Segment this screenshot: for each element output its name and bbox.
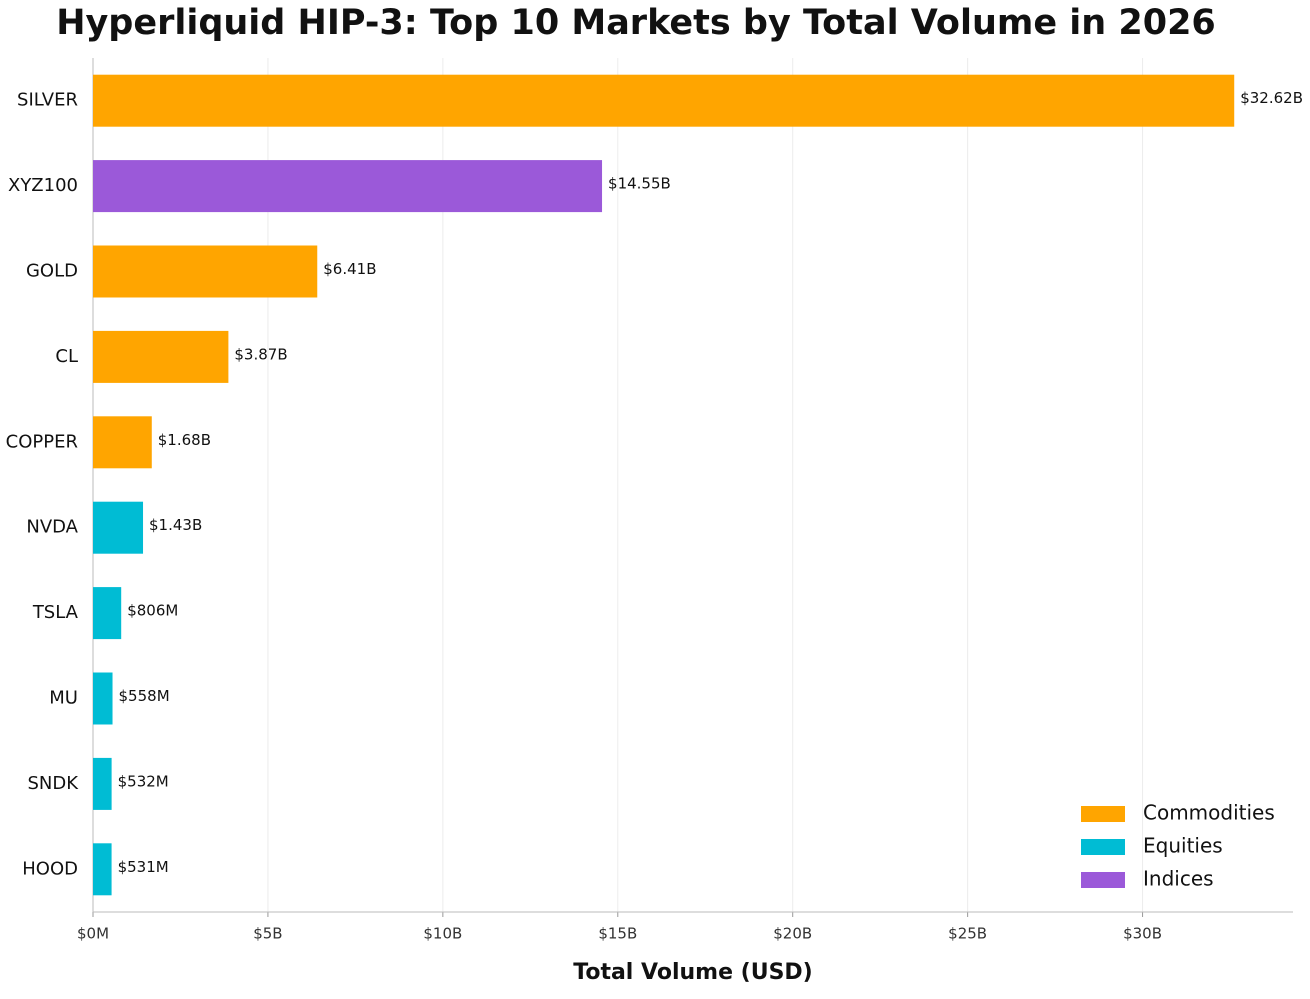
y-tick-label: MU [49,688,78,709]
bar [93,74,1235,127]
value-label: $532M [118,772,169,790]
bar [93,416,152,469]
y-tick-label: GOLD [26,261,78,282]
value-label: $531M [118,858,169,876]
x-tick-label: $10B [423,925,462,943]
x-tick-label: $30B [1123,925,1162,943]
x-tick-label: $15B [598,925,637,943]
value-label: $3.87B [234,345,287,363]
value-label: $558M [119,687,170,705]
value-label: $1.68B [158,431,211,449]
legend-label: Commodities [1143,801,1275,825]
bar [93,672,113,725]
value-label: $14.55B [608,175,671,193]
y-tick-label: TSLA [32,602,79,623]
value-label: $1.43B [149,516,202,534]
x-tick-label: $0M [77,925,109,943]
value-label: $806M [127,602,178,620]
x-axis-label: Total Volume (USD) [573,960,813,985]
legend-label: Indices [1143,867,1214,891]
bar [93,245,318,298]
legend-label: Equities [1143,834,1223,858]
legend-swatch [1081,806,1125,822]
legend-swatch [1081,839,1125,855]
y-tick-label: HOOD [22,858,78,879]
x-tick-label: $5B [253,925,282,943]
bar [93,330,229,383]
y-tick-label: SILVER [17,90,78,111]
bar [93,501,144,554]
y-tick-label: XYZ100 [8,175,78,196]
bar [93,160,603,213]
y-tick-label: SNDK [27,773,79,794]
y-tick-label: NVDA [26,517,78,538]
value-label: $6.41B [323,260,376,278]
x-tick-label: $20B [773,925,812,943]
value-label: $32.62B [1240,89,1303,107]
bar [93,843,112,896]
bar [93,757,112,810]
legend-swatch [1081,872,1125,888]
chart-title: Hyperliquid HIP-3: Top 10 Markets by Tot… [56,3,1216,43]
x-tick-label: $25B [948,925,987,943]
y-tick-label: CL [55,346,78,367]
bar [93,587,122,640]
y-tick-label: COPPER [6,431,78,452]
